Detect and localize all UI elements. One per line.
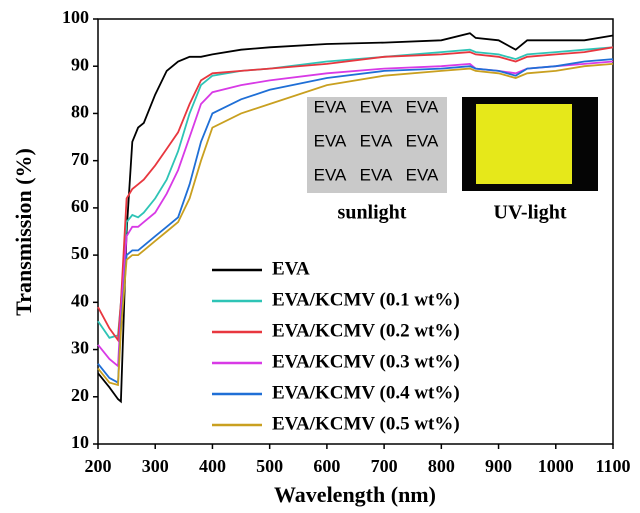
series-line	[97, 46, 614, 339]
legend-label: EVA/KCMV (0.4 wt%)	[272, 382, 460, 403]
series-line	[97, 58, 614, 385]
sunlight-photo	[307, 97, 447, 193]
x-tick-label: 500	[256, 456, 283, 476]
x-tick-label: 200	[85, 456, 112, 476]
y-tick-label: 60	[71, 196, 89, 216]
legend-label: EVA/KCMV (0.5 wt%)	[272, 413, 460, 434]
series-line	[97, 63, 614, 387]
y-tick-label: 70	[71, 149, 89, 169]
y-tick-label: 40	[71, 290, 89, 310]
x-tick-label: 1000	[538, 456, 574, 476]
x-tick-label: 300	[142, 456, 169, 476]
legend-label: EVA/KCMV (0.1 wt%)	[272, 289, 460, 310]
photo-text: EVA	[406, 131, 439, 150]
series-line	[97, 60, 614, 368]
y-tick-label: 90	[71, 54, 89, 74]
x-axis-title: Wavelength (nm)	[274, 482, 436, 507]
inset-label: UV-light	[494, 202, 567, 224]
photo-text: EVA	[314, 131, 347, 150]
y-tick-label: 30	[71, 338, 89, 358]
photo-text: EVA	[360, 97, 393, 116]
x-tick-label: 800	[428, 456, 455, 476]
y-tick-label: 100	[62, 7, 89, 27]
y-tick-label: 50	[71, 243, 89, 263]
legend-label: EVA/KCMV (0.3 wt%)	[272, 351, 460, 372]
inset-label: sunlight	[338, 202, 407, 224]
series-line	[97, 32, 614, 404]
photo-text: EVA	[360, 165, 393, 184]
x-tick-label: 400	[199, 456, 226, 476]
y-tick-label: 10	[71, 432, 89, 452]
photo-text: EVA	[360, 131, 393, 150]
photo-text: EVA	[406, 165, 439, 184]
uv-sample	[476, 104, 572, 184]
x-tick-label: 700	[371, 456, 398, 476]
legend-label: EVA/KCMV (0.2 wt%)	[272, 320, 460, 341]
photo-text: EVA	[406, 97, 439, 116]
legend-label: EVA	[272, 258, 310, 279]
y-tick-label: 80	[71, 102, 89, 122]
y-axis-title: Transmission (%)	[11, 148, 36, 316]
x-tick-label: 1100	[595, 456, 630, 476]
x-tick-label: 900	[485, 456, 512, 476]
x-tick-label: 600	[313, 456, 340, 476]
series-line	[97, 46, 614, 343]
y-tick-label: 20	[71, 385, 89, 405]
plot-frame	[97, 18, 614, 445]
photo-text: EVA	[314, 97, 347, 116]
photo-text: EVA	[314, 165, 347, 184]
